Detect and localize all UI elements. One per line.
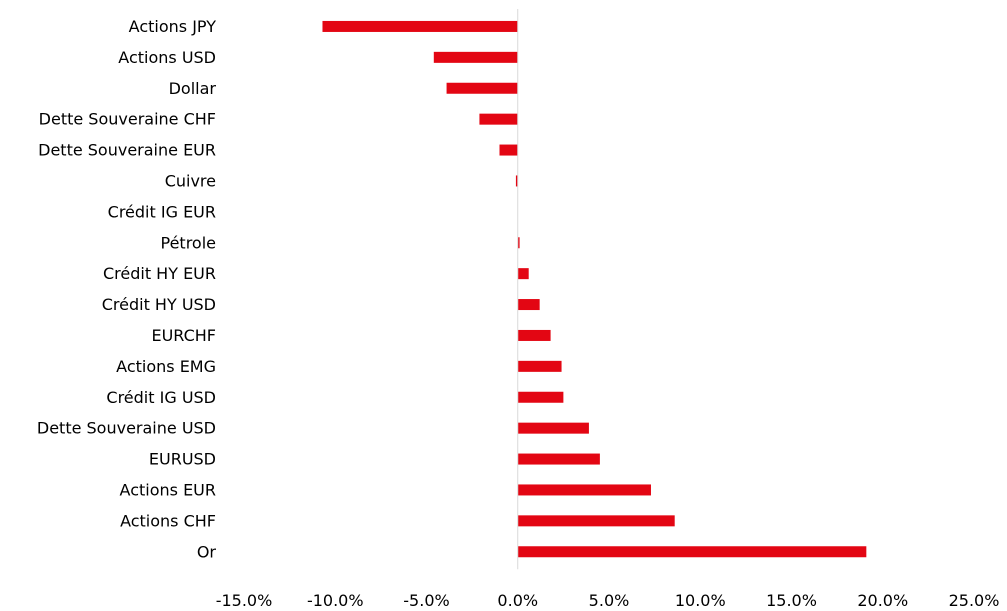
bar-or: [517, 546, 867, 558]
x-tick-label: -5.0%: [403, 591, 449, 610]
bar-actions-eur: [517, 484, 651, 496]
bar-actions-emg: [517, 360, 562, 372]
bar-eurusd: [517, 453, 600, 465]
category-label-dette-souveraine-usd: Dette Souveraine USD: [37, 419, 216, 438]
x-tick-label: 5.0%: [589, 591, 630, 610]
bar-dollar: [446, 82, 518, 94]
category-label-actions-usd: Actions USD: [118, 48, 216, 67]
category-label-actions-emg: Actions EMG: [116, 357, 216, 376]
category-label-dette-souveraine-eur: Dette Souveraine EUR: [38, 141, 216, 160]
bar-dette-souveraine-usd: [517, 422, 589, 434]
x-tick-label: -15.0%: [216, 591, 273, 610]
x-tick-labels: -15.0% -10.0% -5.0% 0.0% 5.0% 10.0% 15.0% 20.0%…: [216, 591, 1000, 610]
bar-eurchf: [517, 329, 551, 341]
x-tick-label: -10.0%: [307, 591, 364, 610]
category-label-eurusd: EURUSD: [149, 450, 216, 469]
category-label-credit-hy-usd: Crédit HY USD: [102, 295, 216, 314]
bar-actions-usd: [433, 51, 518, 63]
category-label-cuivre: Cuivre: [165, 171, 216, 190]
x-tick-label: 0.0%: [497, 591, 538, 610]
bar-petrole: [517, 237, 520, 249]
x-tick-label: 15.0%: [766, 591, 817, 610]
bar-credit-hy-usd: [517, 299, 540, 311]
x-tick-label: 25.0%: [949, 591, 1000, 610]
x-tick-label: 20.0%: [857, 591, 908, 610]
category-label-actions-jpy: Actions JPY: [129, 17, 217, 36]
category-label-actions-chf: Actions CHF: [120, 511, 216, 530]
category-label-credit-ig-eur: Crédit IG EUR: [108, 202, 216, 221]
x-tick-label: 10.0%: [675, 591, 726, 610]
category-label-eurchf: EURCHF: [151, 326, 216, 345]
category-label-credit-hy-eur: Crédit HY EUR: [103, 264, 216, 283]
category-label-petrole: Pétrole: [161, 233, 217, 252]
category-label-dollar: Dollar: [169, 79, 217, 98]
bars-layer: [322, 20, 867, 558]
bar-dette-souveraine-eur: [499, 144, 518, 156]
category-label-dette-souveraine-chf: Dette Souveraine CHF: [39, 110, 216, 129]
category-label-credit-ig-usd: Crédit IG USD: [106, 388, 216, 407]
category-label-or: Or: [197, 542, 217, 561]
bar-credit-hy-eur: [517, 268, 529, 280]
category-label-actions-eur: Actions EUR: [120, 480, 216, 499]
bar-actions-jpy: [322, 20, 518, 32]
bar-dette-souveraine-chf: [479, 113, 518, 125]
bar-actions-chf: [517, 515, 675, 527]
bar-credit-ig-usd: [517, 391, 564, 403]
category-labels: Actions JPY Actions USD Dollar Dette Souver…: [37, 17, 217, 561]
bar-cuivre: [515, 175, 518, 187]
